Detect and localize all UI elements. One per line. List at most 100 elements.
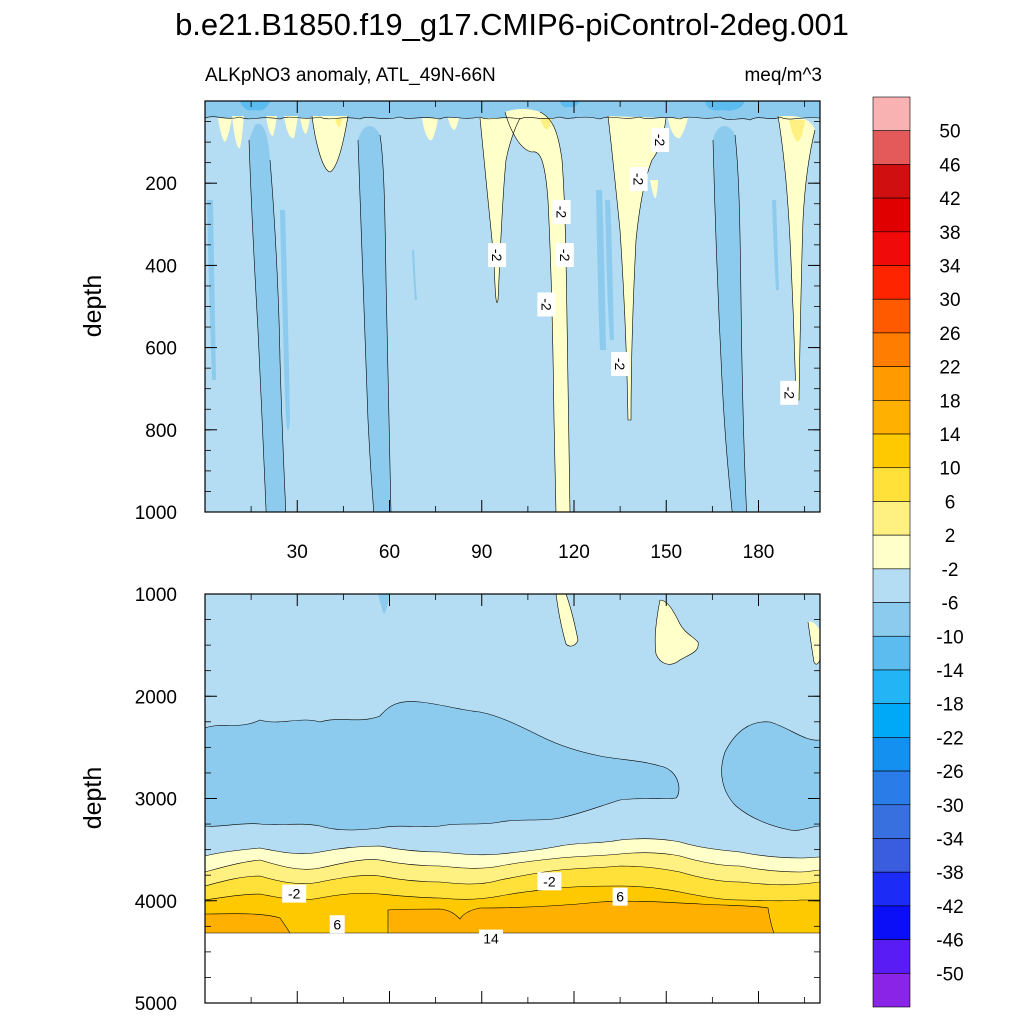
upper-plume-neg10 <box>596 190 606 350</box>
contour-label-box <box>611 352 630 377</box>
left-subtitle: ALKpNO3 anomaly, ATL_49N-66N <box>205 65 496 86</box>
colorbar-label: 18 <box>939 391 960 412</box>
upper-plume-neg10 <box>412 250 417 300</box>
upper-y-ticks: 200 400 600 800 1000 <box>135 100 820 524</box>
upper-plume-neg10 <box>605 200 614 340</box>
colorbar-swatch <box>872 703 911 738</box>
contour-label-text: 6 <box>616 889 624 905</box>
colorbar-swatch <box>872 804 911 839</box>
contour-label: -2 <box>537 292 556 317</box>
contour-label: 6 <box>612 887 628 906</box>
upper-plume-neg10 <box>249 123 286 512</box>
colorbar-label: -42 <box>936 897 963 918</box>
colorbar-swatch <box>872 568 911 603</box>
contour-label-text: -2 <box>538 298 554 311</box>
lower-y-ticks: 1000 2000 3000 4000 5000 <box>135 585 820 1015</box>
colorbar-label: -46 <box>936 931 963 952</box>
upper-plume-neg2 <box>218 118 232 142</box>
upper-contour-line <box>539 111 571 512</box>
colorbar-swatch <box>872 366 911 401</box>
upper-plume-neg2 <box>480 118 520 303</box>
upper-surface-patch-neg14 <box>560 101 580 108</box>
lower-band-neg10 <box>721 721 820 831</box>
y-tick-label: 3000 <box>135 790 177 811</box>
lower-contour-line <box>721 721 820 831</box>
upper-patch-2 <box>335 118 342 128</box>
upper-contour-line <box>712 139 733 512</box>
lower-contour-line <box>205 838 820 859</box>
contour-label-box <box>478 929 503 948</box>
contour-label-box <box>282 884 307 903</box>
lower-contour-line <box>205 913 291 933</box>
y-tick-label: 200 <box>145 174 177 195</box>
contour-label-text: -2 <box>652 134 668 147</box>
lower-contour-line <box>807 621 820 665</box>
upper-plume-neg10 <box>713 126 747 512</box>
colorbar-label: 10 <box>939 459 960 480</box>
colorbar-label: -10 <box>936 627 963 648</box>
contour-label-box <box>780 380 799 405</box>
colorbar-swatch <box>872 871 911 907</box>
chart-title: b.e21.B1850.f19_g17.CMIP6-piControl-2deg… <box>175 7 849 42</box>
y-tick-label: 1000 <box>135 585 177 606</box>
colorbar-swatch <box>872 400 911 435</box>
contour-label-text: -2 <box>288 886 301 902</box>
colorbar-label: -2 <box>942 560 959 581</box>
colorbar-label: 22 <box>939 358 960 379</box>
y-tick-label: 600 <box>145 339 177 360</box>
upper-plume-neg2 <box>284 116 298 139</box>
upper-contour-fill <box>205 101 820 512</box>
x-tick-label: 180 <box>743 542 775 563</box>
y-tick-label: 4000 <box>135 892 177 913</box>
upper-surface-patch-neg14 <box>240 101 270 111</box>
upper-plume-neg2 <box>232 116 244 149</box>
x-tick-label: 30 <box>287 542 308 563</box>
lower-panel: 1000 2000 3000 4000 5000 -2 -2 6 6 14 depth <box>79 585 821 1015</box>
lower-contour-line <box>205 865 820 887</box>
upper-contour-line <box>205 116 820 121</box>
lower-band-14 <box>388 901 774 933</box>
upper-plume-neg2 <box>608 116 666 420</box>
lower-band-neg10 <box>205 701 679 830</box>
contour-label: -2 <box>488 243 507 268</box>
lower-contour-lines <box>205 594 820 933</box>
contour-label-text: -2 <box>612 358 628 371</box>
lower-y-axis-label: depth <box>79 767 107 830</box>
upper-plume-neg10 <box>358 126 391 512</box>
colorbar-label: -30 <box>936 796 963 817</box>
colorbar-label: -38 <box>936 863 963 884</box>
colorbar-swatch <box>872 298 911 334</box>
lower-contour-line <box>654 599 699 665</box>
colorbar-swatch <box>872 737 911 772</box>
colorbar-label: 50 <box>939 122 960 143</box>
colorbar-label: 26 <box>939 324 960 345</box>
contour-label-box <box>488 243 507 268</box>
contour-label-text: -2 <box>631 173 647 186</box>
upper-contour-line <box>734 134 747 512</box>
contour-label-text: -2 <box>554 206 570 219</box>
contour-label: -2 <box>537 872 562 891</box>
lower-band-14 <box>205 913 290 933</box>
contour-label-text: 14 <box>483 931 499 947</box>
y-tick-label: 800 <box>145 421 177 442</box>
y-tick-label: 1000 <box>135 503 177 524</box>
contour-label-box <box>329 915 345 934</box>
contour-label-text: 6 <box>333 916 341 932</box>
x-tick-label: 60 <box>379 542 400 563</box>
upper-contour-line <box>379 134 392 512</box>
colorbar-label: 2 <box>945 526 956 547</box>
colorbar-swatch <box>872 534 911 570</box>
colorbar-swatch <box>872 467 911 502</box>
lower-contour-labels: -2 -2 6 6 14 <box>282 872 628 948</box>
upper-y-axis-label: depth <box>79 275 107 338</box>
contour-label: -2 <box>555 243 574 268</box>
colorbar-label: 46 <box>939 155 960 176</box>
colorbar-label: -18 <box>936 695 963 716</box>
contour-label-text: -2 <box>781 387 797 400</box>
colorbar-label: 42 <box>939 189 960 210</box>
lower-contour-line <box>205 701 680 831</box>
contour-label-text: -2 <box>543 873 556 889</box>
